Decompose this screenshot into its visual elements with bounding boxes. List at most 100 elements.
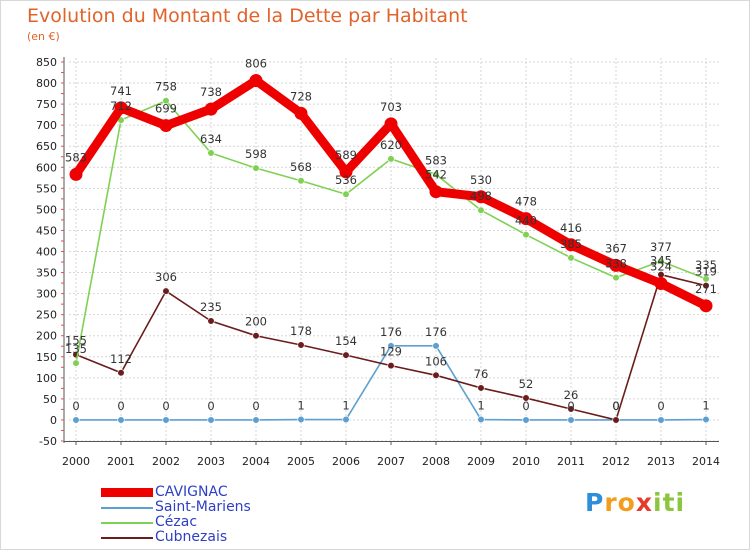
data-label: 154	[335, 334, 357, 348]
data-label: 112	[110, 352, 132, 366]
data-point	[69, 167, 83, 181]
y-tick-label: 150	[36, 351, 57, 364]
data-point	[297, 177, 305, 185]
data-label: 738	[200, 85, 222, 99]
data-label: 0	[117, 399, 124, 413]
x-tick-label: 2009	[467, 455, 495, 468]
data-label: 338	[605, 257, 627, 271]
data-label: 26	[564, 388, 579, 402]
data-point	[477, 415, 485, 424]
data-label: 712	[110, 99, 132, 113]
data-label: 200	[245, 315, 267, 329]
legend-item-cavignac[interactable]: CAVIGNAC	[101, 485, 251, 500]
x-tick-label: 2008	[422, 455, 450, 468]
data-point	[567, 405, 575, 413]
legend-label: Cubnezais	[155, 529, 228, 545]
legend-label: Saint-Mariens	[155, 499, 251, 515]
data-label: 1	[702, 399, 709, 413]
data-label-layer: 0 0 0 0 0 1 1 176 176 1 0 0 0 0 1 155 112 306 235 200 178 154…	[65, 57, 717, 413]
data-label: 0	[207, 399, 214, 413]
data-point	[657, 257, 665, 265]
data-point	[207, 416, 215, 424]
data-label: 542	[425, 168, 447, 182]
y-tick-label: 350	[36, 267, 57, 280]
data-label: 536	[335, 173, 357, 187]
x-tick-label: 2001	[107, 455, 135, 468]
legend-label: CAVIGNAC	[155, 484, 228, 500]
data-label: 76	[474, 367, 489, 381]
x-tick-label: 2000	[62, 455, 90, 468]
data-point	[567, 254, 575, 262]
series-layer	[69, 74, 713, 424]
data-point	[204, 102, 218, 116]
data-point	[387, 155, 395, 163]
x-tick-label: 2005	[287, 455, 315, 468]
logo-letter: P	[585, 488, 605, 517]
y-tick-label: 100	[36, 372, 57, 385]
data-point	[654, 277, 668, 291]
data-point	[297, 415, 305, 424]
data-point	[342, 415, 350, 424]
data-label: 306	[155, 270, 177, 284]
data-point	[522, 231, 530, 239]
data-label: 235	[200, 300, 222, 314]
data-point	[612, 416, 620, 424]
data-point	[387, 362, 395, 370]
chart-title: Evolution du Montant de la Dette par Hab…	[27, 5, 468, 27]
logo-letter: r	[604, 488, 618, 517]
legend-swatch-cavignac	[101, 488, 153, 497]
data-label: 440	[515, 214, 537, 228]
data-label: 741	[110, 84, 132, 98]
data-label: 1	[297, 399, 304, 413]
data-label: 728	[290, 89, 312, 103]
data-point	[207, 317, 215, 325]
data-label: 1	[477, 399, 484, 413]
data-point	[159, 119, 173, 133]
data-point	[117, 416, 125, 424]
data-label: 634	[200, 132, 222, 146]
y-tick-label: 650	[36, 140, 57, 153]
legend-item-cubnezais[interactable]: Cubnezais	[101, 530, 251, 545]
data-label: 416	[560, 221, 582, 235]
data-label: 806	[245, 57, 267, 71]
y-tick-label: 850	[36, 56, 57, 69]
data-label: 0	[612, 399, 619, 413]
data-label: 530	[470, 173, 492, 187]
data-label: 478	[515, 195, 537, 209]
data-point	[72, 359, 80, 367]
logo-letter: i	[653, 488, 663, 517]
legend-item-cezac[interactable]: Cézac	[101, 515, 251, 530]
data-point	[72, 416, 80, 424]
data-label: 385	[560, 237, 582, 251]
data-point	[252, 416, 260, 424]
data-point	[387, 342, 395, 350]
y-tick-label: 700	[36, 119, 57, 132]
y-tick-label: 550	[36, 182, 57, 195]
data-point	[339, 165, 353, 179]
legend-swatch-saint-mariens	[101, 506, 153, 509]
data-label: 319	[695, 265, 717, 279]
legend-item-saint-mariens[interactable]: Saint-Mariens	[101, 500, 251, 515]
proxiti-logo: Proxiti	[585, 488, 685, 517]
data-point	[249, 74, 263, 88]
data-label: 0	[522, 399, 529, 413]
data-label: 498	[470, 189, 492, 203]
logo-letter: i	[675, 488, 686, 517]
data-label: 620	[380, 138, 402, 152]
y-tick-label: 0	[50, 414, 57, 427]
y-tick-label: 50	[43, 393, 57, 406]
logo-letter: o	[617, 488, 636, 517]
data-point	[432, 170, 440, 179]
y-tick-label: 450	[36, 224, 57, 237]
data-point	[429, 185, 443, 199]
data-label: 0	[72, 399, 79, 413]
data-label: 699	[155, 102, 177, 116]
data-point	[252, 164, 260, 172]
data-label: 155	[65, 334, 87, 348]
x-tick-label: 2003	[197, 455, 225, 468]
data-point	[432, 342, 440, 350]
x-tick-label: 2004	[242, 455, 270, 468]
chart-subtitle: (en €)	[27, 30, 60, 43]
